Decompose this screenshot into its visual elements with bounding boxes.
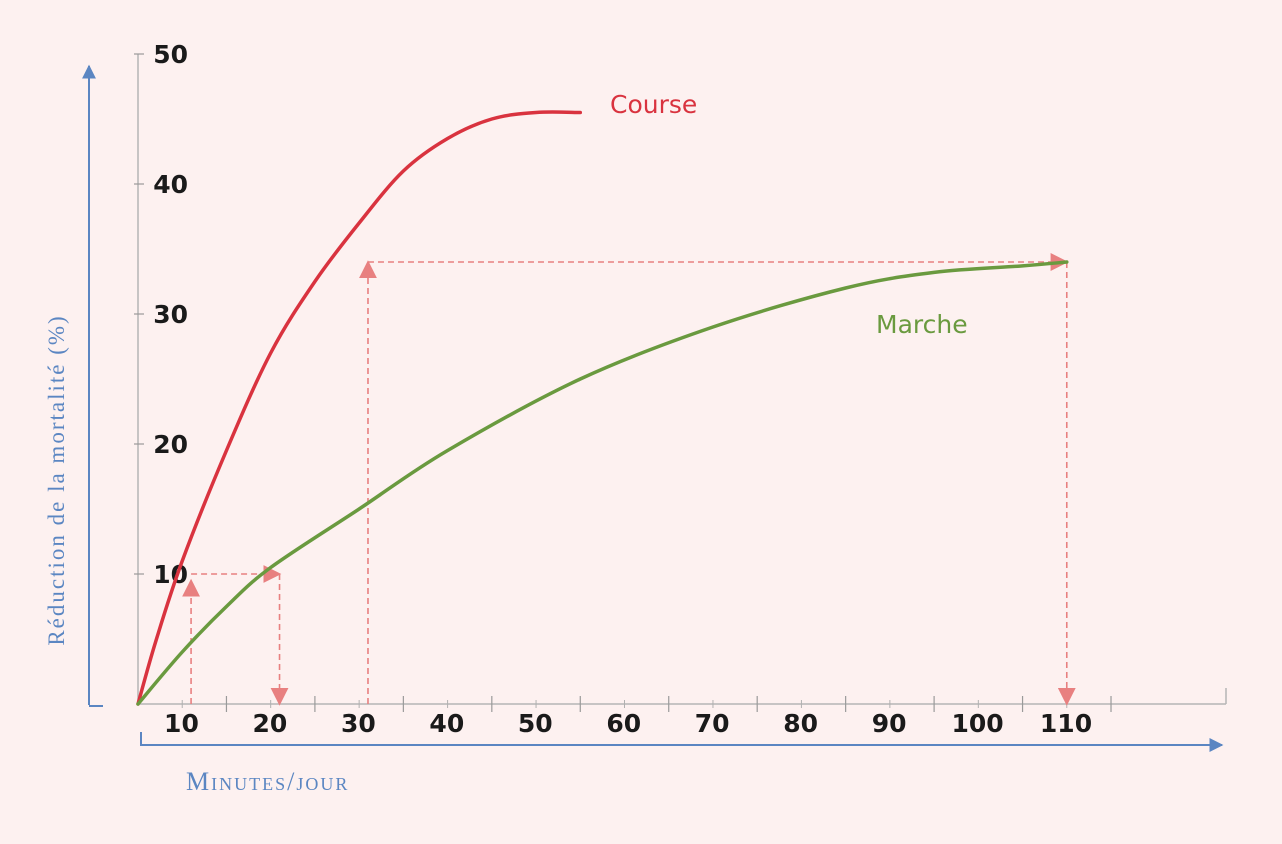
x-tick-label: 20 — [253, 709, 288, 738]
x-tick-label: 100 — [951, 709, 1003, 738]
x-tick-label: 80 — [783, 709, 818, 738]
x-tick-label: 60 — [606, 709, 641, 738]
y-tick-label: 30 — [153, 300, 188, 329]
series-line-marche — [136, 260, 1069, 706]
y-tick-label: 40 — [153, 170, 188, 199]
y-tick-label: 20 — [153, 430, 188, 459]
series-line-course — [136, 110, 583, 706]
x-tick-label: 110 — [1040, 709, 1092, 738]
x-tick-label: 40 — [429, 709, 464, 738]
y-tick-label: 50 — [153, 40, 188, 69]
y-axis-title-group: Réduction de la mortalité (%) — [44, 64, 103, 707]
x-tick-label: 10 — [164, 709, 199, 738]
series-layer — [136, 110, 1069, 706]
series-label-marche: Marche — [876, 310, 968, 339]
x-tick-label: 90 — [872, 709, 907, 738]
y-axis-title: Réduction de la mortalité (%) — [44, 314, 69, 645]
x-axis-title: Minutes/jour — [186, 767, 349, 796]
x-tick-label: 50 — [518, 709, 553, 738]
x-tick-label: 70 — [695, 709, 730, 738]
labels-layer: Course Marche — [610, 90, 968, 339]
x-tick-label: 30 — [341, 709, 376, 738]
series-label-course: Course — [610, 90, 697, 119]
x-axis-title-group: Minutes/jour — [140, 732, 1224, 796]
